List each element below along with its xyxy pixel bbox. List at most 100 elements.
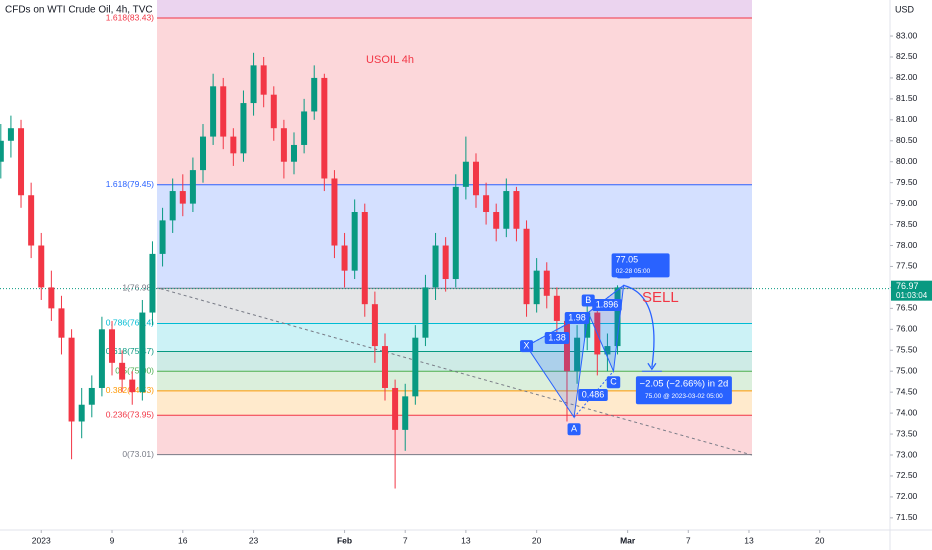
candle-body	[189, 170, 196, 204]
y-tick-label: 77.50	[896, 261, 918, 271]
candle-body	[88, 387, 95, 405]
y-tick-label: 78.00	[896, 240, 918, 250]
fib-band	[157, 323, 752, 352]
candle-body	[0, 140, 4, 162]
candle-body	[78, 404, 85, 422]
pattern-point-label: X	[520, 340, 534, 353]
y-tick-label: 80.00	[896, 156, 918, 166]
price-tag-value: 76.97	[896, 281, 919, 291]
pattern-point-label-text: X	[524, 340, 530, 350]
candle-body	[291, 144, 298, 162]
candle-body	[523, 228, 530, 305]
candle-body	[68, 337, 75, 422]
pattern-point-label-box	[520, 340, 534, 353]
candle-body	[250, 65, 257, 104]
y-tick-label: 72.50	[896, 470, 918, 480]
pattern-point-label-box	[581, 294, 595, 307]
y-tick-label: 82.00	[896, 72, 918, 82]
pattern-point-label-text: B	[585, 295, 591, 305]
fib-label: 0.236(73.95)	[106, 409, 154, 419]
pattern-ratio: 1.896	[592, 299, 622, 311]
fib-band	[157, 18, 752, 185]
candle-body	[341, 245, 348, 271]
arrow-head	[647, 362, 657, 371]
y-tick-label: 81.00	[896, 114, 918, 124]
y-tick-label: 83.00	[896, 30, 918, 40]
target-box	[635, 376, 732, 405]
candle-body	[432, 245, 439, 288]
y-tick-label: 81.50	[896, 93, 918, 103]
candle-body	[109, 329, 116, 363]
candle-body	[604, 346, 611, 355]
pattern-point-label-box	[606, 376, 621, 389]
signal-label: SELL	[642, 289, 679, 306]
pattern-point-label: A	[567, 423, 581, 436]
x-tick-label: 13	[461, 535, 471, 545]
fib-label: 0(73.01)	[122, 449, 154, 459]
candle-body	[553, 295, 560, 321]
candle-body	[574, 337, 581, 372]
target-text: −2.05 (−2.66%) in 2d	[640, 379, 729, 390]
candle-body	[412, 337, 419, 397]
chart-title: CFDs on WTI Crude Oil, 4h, TVC	[5, 5, 153, 16]
target-text: 75.00 @ 2023-03-02 05:00	[645, 393, 723, 400]
fib-band	[157, 0, 752, 19]
candle-body	[442, 245, 449, 280]
candle-body	[129, 379, 136, 393]
candle-body	[311, 77, 318, 112]
pattern-point-label-box	[567, 423, 581, 436]
pattern-ratio-box	[578, 389, 608, 401]
y-tick-label: 73.00	[896, 449, 918, 459]
pattern-ratio-box	[544, 332, 570, 344]
candle-body	[503, 191, 510, 229]
x-tick-label: 16	[178, 535, 188, 545]
candle-body	[422, 287, 429, 338]
candle-body	[28, 195, 35, 246]
y-tick-label: 75.50	[896, 345, 918, 355]
x-tick-label: 2023	[32, 535, 51, 545]
candle-body	[381, 346, 388, 388]
pattern-point-label: C	[606, 376, 621, 389]
candle-body	[220, 86, 227, 137]
pattern-ratio: 1.98	[564, 312, 590, 324]
fib-label: 1.618(83.43)	[106, 12, 154, 22]
candle-body	[533, 270, 540, 305]
pattern-ratio: 0.486	[578, 389, 608, 401]
y-tick-label: 75.00	[896, 365, 918, 375]
candle-body	[371, 304, 378, 347]
y-tick-label: 79.00	[896, 198, 918, 208]
y-tick-label: 80.50	[896, 135, 918, 145]
y-tick-label: 71.50	[896, 512, 918, 522]
y-tick-label: 76.00	[896, 324, 918, 334]
pattern-triangle	[525, 311, 589, 419]
x-tick-label: 20	[815, 535, 825, 545]
pattern-ratio-text: 1.38	[548, 332, 566, 342]
candle-body	[260, 65, 267, 95]
candle-body	[513, 191, 520, 229]
candle-body	[169, 191, 176, 221]
pattern-ratio-box	[592, 299, 622, 311]
y-tick-label: 74.00	[896, 407, 918, 417]
candle-body	[331, 178, 338, 246]
point-box	[611, 253, 670, 278]
fib-label: 0.618(75.47)	[106, 346, 154, 356]
candle-body	[240, 103, 247, 154]
candle-body	[563, 320, 570, 372]
projection-arrow	[623, 284, 655, 368]
candle-body	[200, 136, 207, 171]
y-tick-label: 82.50	[896, 51, 918, 61]
fib-band	[157, 288, 752, 324]
candle-body	[98, 329, 105, 388]
fib-label: 0.5(75.00)	[115, 365, 154, 375]
candle-body	[230, 136, 237, 154]
fib-label: 1.618(79.45)	[106, 179, 154, 189]
candle-body	[452, 186, 459, 280]
point-box-text: 77.05	[616, 255, 639, 265]
candle-body	[179, 191, 186, 204]
candle-body	[7, 128, 14, 141]
x-tick-label: 7	[686, 535, 691, 545]
currency: USD	[895, 4, 915, 14]
y-tick-label: 72.00	[896, 491, 918, 501]
y-tick-label: 76.50	[896, 303, 918, 313]
candle-body	[614, 287, 621, 347]
